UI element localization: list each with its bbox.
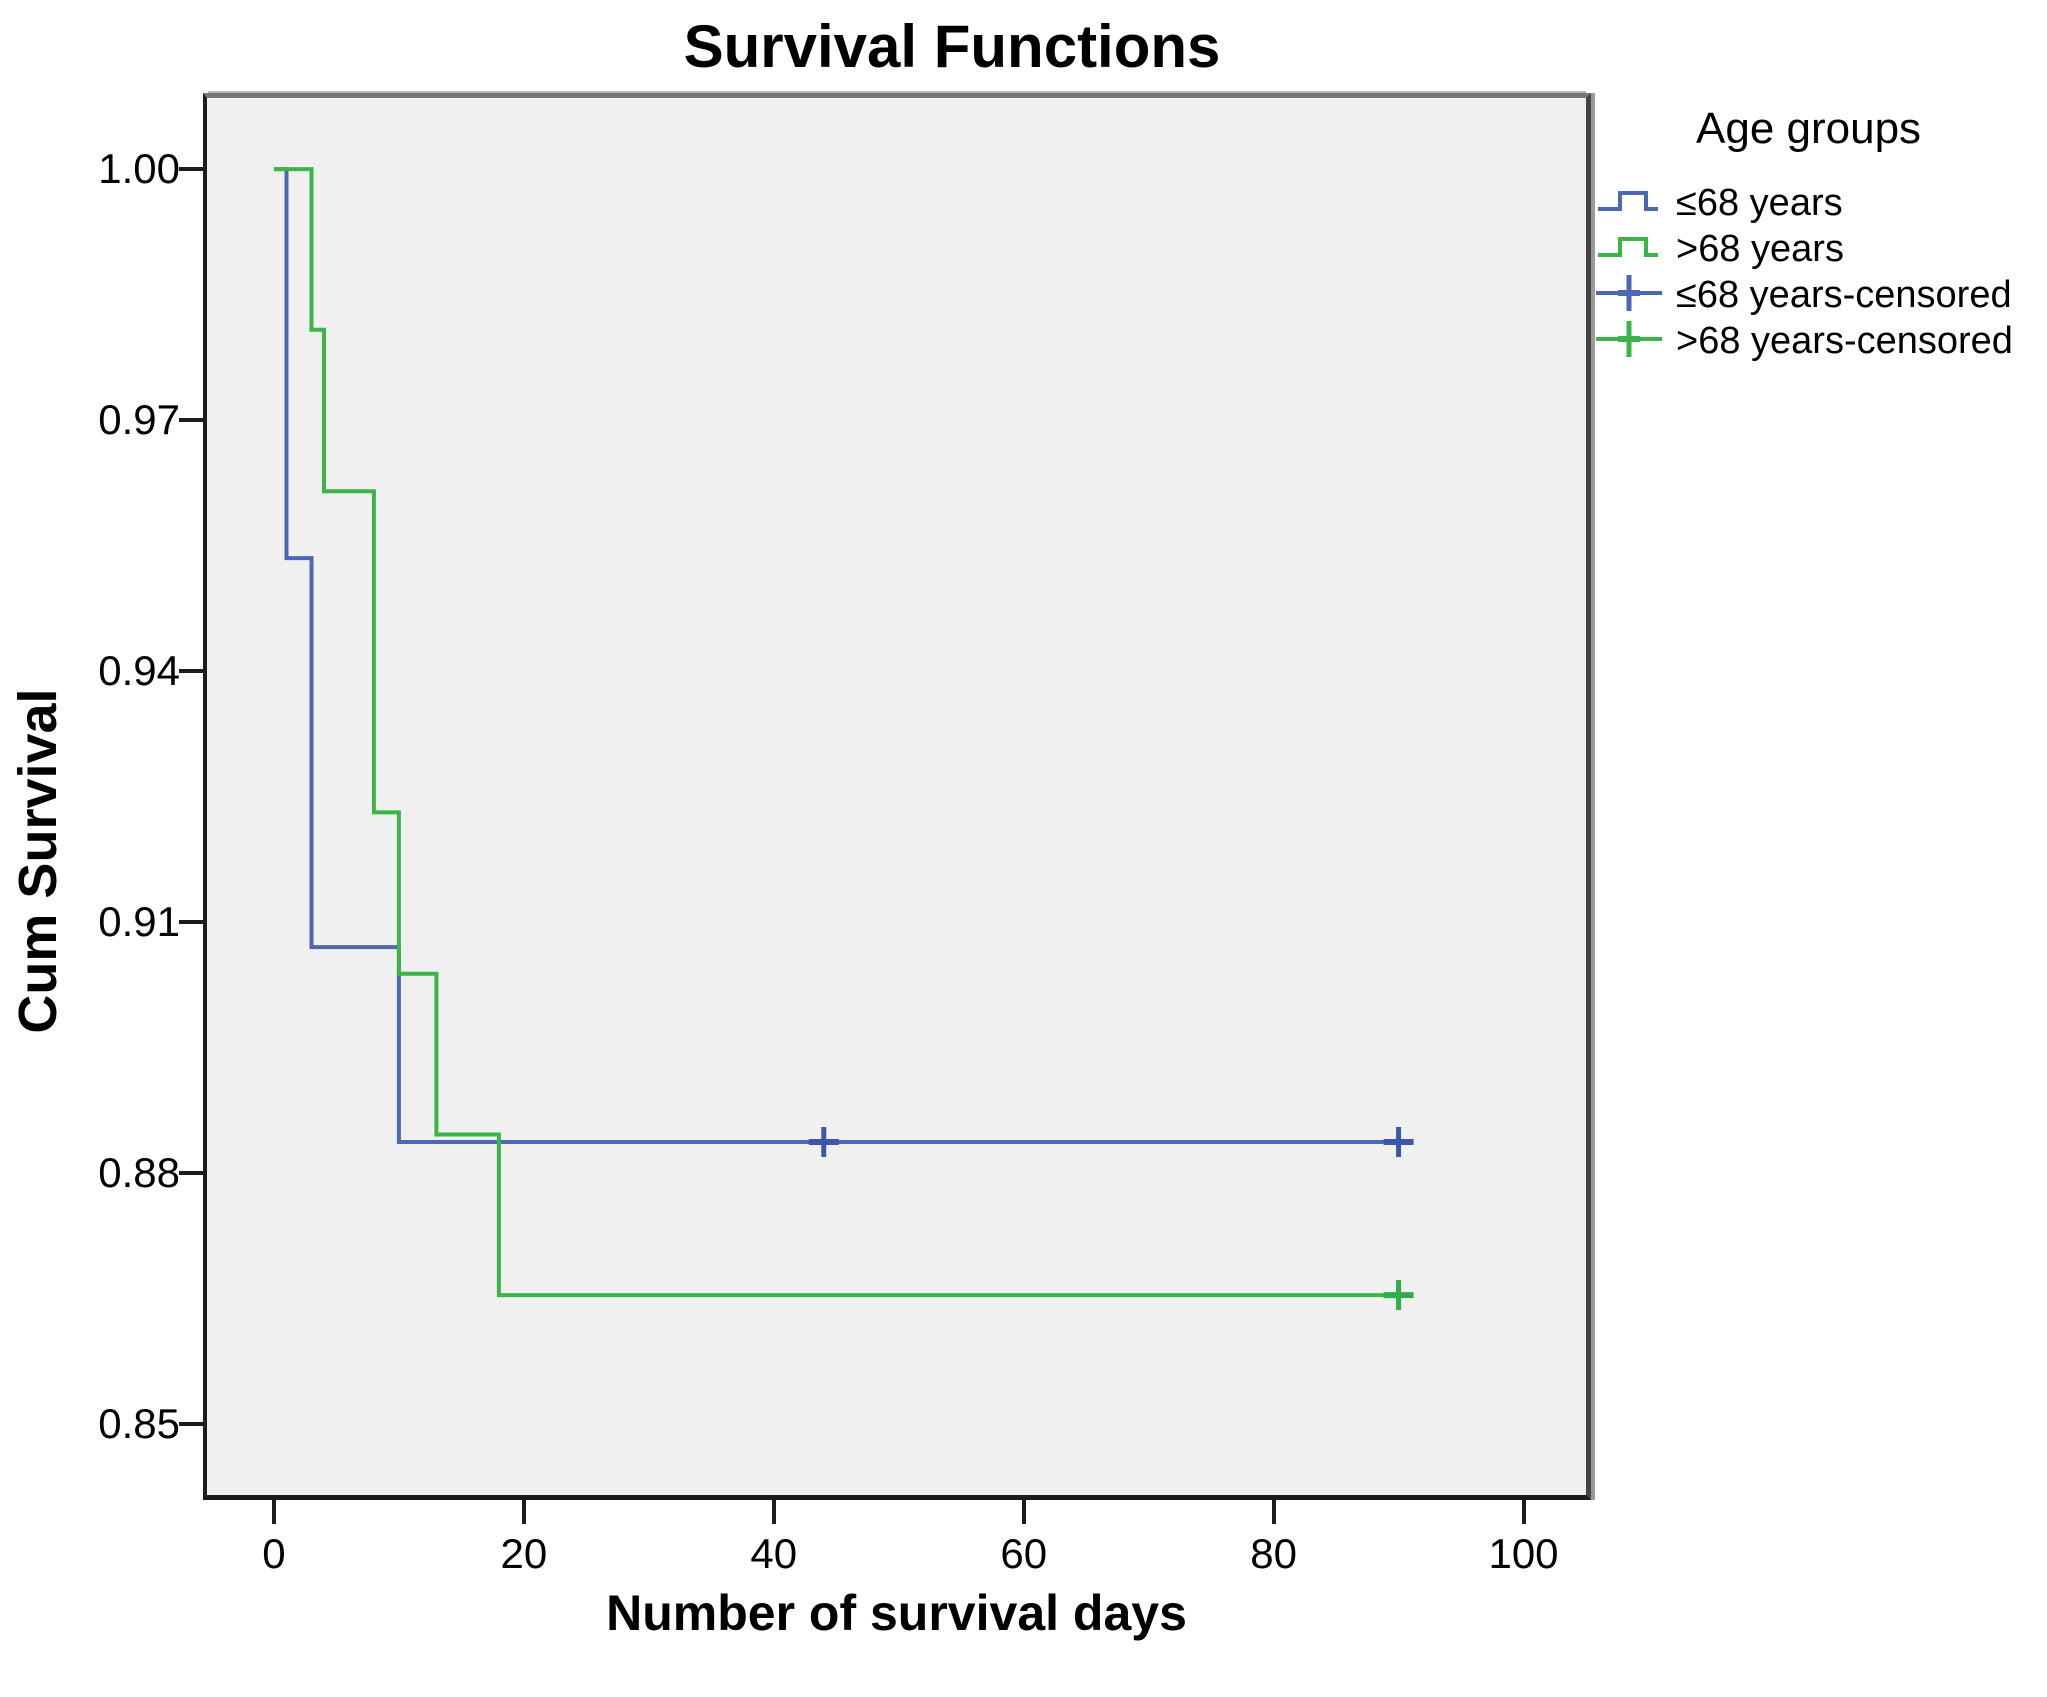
x-tick-label: 100	[1488, 1530, 1559, 1577]
legend-label: >68 years-censored	[1676, 319, 2013, 362]
legend-label: ≤68 years	[1676, 181, 1843, 224]
censor-mark-0	[1383, 1126, 1414, 1157]
legend-label: >68 years	[1676, 227, 1844, 270]
y-tick-label: 0.94	[98, 647, 180, 695]
x-tick-mark	[521, 1500, 526, 1524]
y-tick-label: 0.97	[98, 396, 180, 444]
y-tick-label: 1.00	[98, 145, 180, 193]
censored-plus-icon	[1596, 271, 1676, 320]
y-tick-mark	[179, 167, 205, 172]
survival-curve-0	[274, 167, 1399, 1144]
plot-area	[203, 93, 1591, 1500]
y-tick-mark	[179, 1170, 205, 1175]
y-tick-mark	[179, 919, 205, 924]
y-axis-title: Cum Survival	[8, 688, 68, 1034]
survival-curve-1	[274, 167, 1399, 1298]
step-line-icon	[1596, 230, 1676, 269]
y-tick-label: 0.85	[98, 1399, 180, 1447]
x-tick-mark	[1271, 1500, 1276, 1524]
legend-entry-le68-censored: ≤68 years-censored	[1596, 272, 2047, 318]
x-tick-label: 40	[750, 1530, 798, 1577]
y-tick-label: 0.88	[98, 1148, 180, 1196]
x-tick-mark	[271, 1500, 276, 1524]
x-tick-mark	[771, 1500, 776, 1524]
legend-entry-gt68: >68 years	[1596, 226, 2047, 272]
x-tick-label: 0	[262, 1530, 286, 1577]
step-line-icon	[1596, 184, 1676, 223]
legend-entry-le68: ≤68 years	[1596, 180, 2047, 226]
legend-label: ≤68 years-censored	[1676, 273, 2012, 316]
legend-title: Age groups	[1696, 104, 1922, 153]
censor-mark-0	[808, 1126, 839, 1157]
y-tick-mark	[179, 418, 205, 423]
y-tick-label: 0.91	[98, 897, 180, 945]
legend: Age groups ≤68 years >68 years	[1596, 104, 2047, 364]
x-axis-title: Number of survival days	[606, 1585, 1187, 1641]
x-tick-label: 20	[500, 1530, 548, 1577]
censor-mark-1	[1383, 1280, 1414, 1311]
y-tick-mark	[179, 669, 205, 674]
x-tick-label: 60	[1000, 1530, 1048, 1577]
censored-plus-icon	[1596, 317, 1676, 366]
chart-title: Survival Functions	[683, 13, 1221, 80]
x-tick-mark	[1521, 1500, 1526, 1524]
x-tick-mark	[1021, 1500, 1026, 1524]
legend-entry-gt68-censored: >68 years-censored	[1596, 318, 2047, 364]
x-tick-label: 80	[1250, 1530, 1297, 1577]
y-tick-mark	[179, 1421, 205, 1426]
survival-curves-svg	[274, 167, 1414, 1311]
